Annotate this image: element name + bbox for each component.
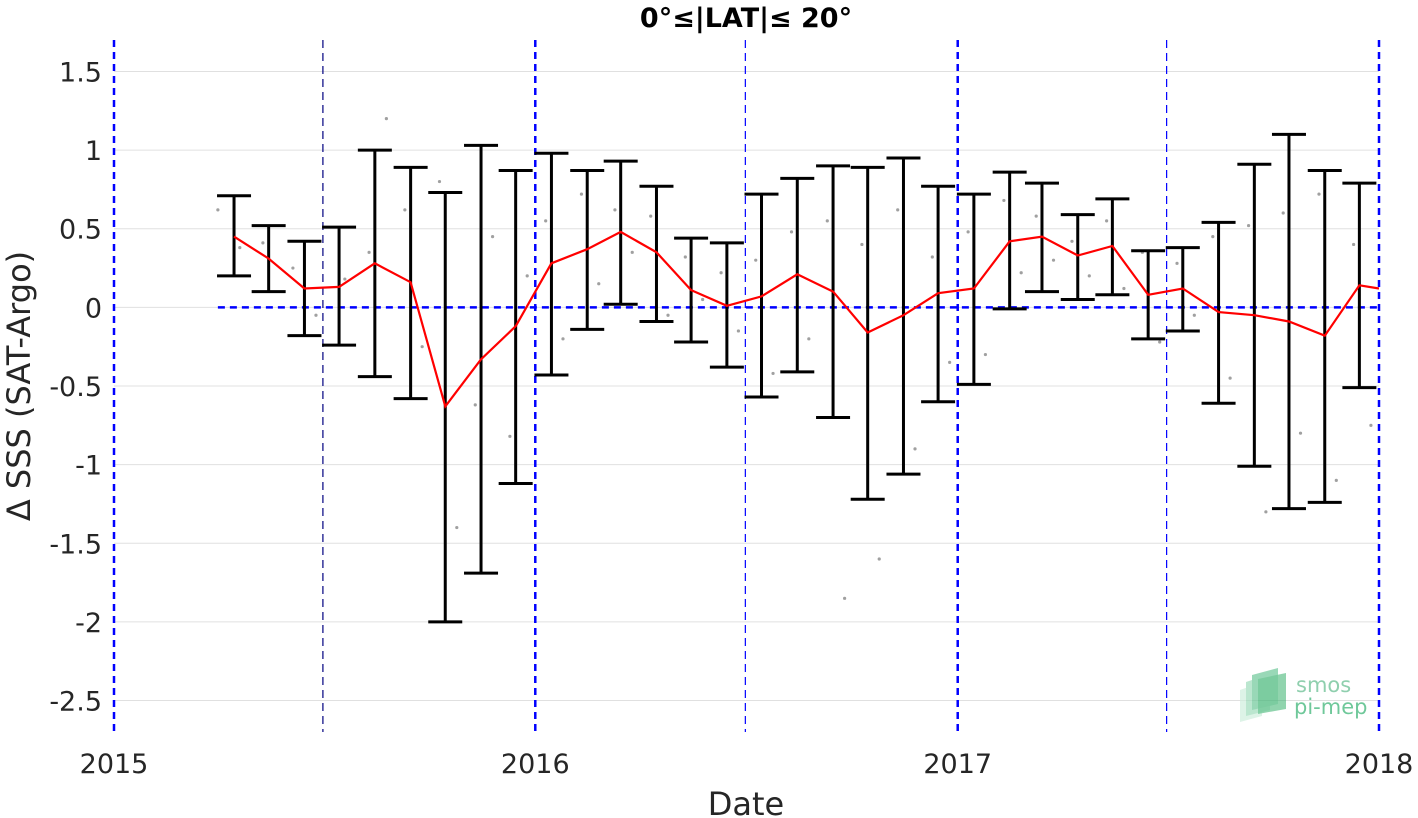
- scatter-point: [807, 337, 811, 341]
- scatter-point: [1246, 223, 1251, 228]
- scatter-point: [420, 345, 424, 349]
- scatter-point: [666, 313, 670, 317]
- scatter-point: [613, 208, 617, 212]
- x-tick-label: 2018: [1345, 749, 1414, 780]
- scatter-point: [1002, 198, 1006, 203]
- scatter-point: [1317, 192, 1321, 196]
- y-tick-label: 0: [85, 293, 102, 324]
- scatter-point: [736, 329, 741, 333]
- y-tick-label: 1: [85, 136, 102, 167]
- scatter-point: [473, 403, 477, 407]
- scatter-point: [1175, 261, 1179, 265]
- y-tick-label: 0.5: [59, 215, 102, 246]
- scatter-point: [508, 434, 512, 438]
- scatter-point: [789, 230, 794, 234]
- grid: [114, 70, 1379, 702]
- scatter-point: [455, 525, 459, 530]
- scatter-point: [683, 255, 687, 259]
- x-tick-labels: 2015 2016 2017 2018: [80, 749, 1414, 780]
- scatter-point: [597, 282, 601, 286]
- scatter-point: [238, 246, 242, 250]
- scatter-point: [860, 242, 864, 247]
- scatter-point: [384, 117, 388, 121]
- scatter-point: [1158, 340, 1162, 344]
- scatter-point: [1298, 431, 1303, 435]
- scatter-point: [367, 250, 371, 254]
- scatter-point: [216, 208, 220, 212]
- scatter-point: [343, 277, 347, 281]
- scatter-point: [261, 241, 265, 245]
- scatter-point: [1334, 478, 1338, 482]
- scatter-point: [771, 371, 775, 376]
- y-axis-label: Δ SSS (SAT-Argo): [0, 251, 38, 521]
- scatter-point: [1281, 211, 1285, 215]
- scatter-point: [754, 258, 758, 262]
- y-tick-label: -2.5: [49, 687, 102, 718]
- y-tick-label: -2: [75, 608, 102, 639]
- scatter-point: [1369, 423, 1373, 427]
- x-axis-label: Date: [708, 785, 784, 818]
- error-bar: [217, 194, 252, 278]
- smos-pi-mep-logo: smos pi-mep: [1240, 668, 1367, 722]
- scatter-cloud: [216, 117, 1373, 600]
- scatter-point: [948, 360, 952, 365]
- scatter-point: [966, 230, 970, 234]
- error-bar: [1060, 213, 1095, 301]
- y-tick-label: -0.5: [49, 372, 102, 403]
- logo-mark-icon: [1240, 668, 1286, 722]
- scatter-point: [291, 266, 295, 270]
- scatter-point: [630, 250, 634, 254]
- scatter-point: [490, 234, 495, 239]
- scatter-point: [1051, 258, 1056, 262]
- scatter-point: [1352, 242, 1356, 247]
- scatter-point: [1019, 271, 1023, 275]
- y-tick-label: -1.5: [49, 529, 102, 560]
- mean-line: [233, 230, 1380, 409]
- scatter-point: [896, 208, 900, 212]
- scatter-point: [719, 271, 723, 275]
- scatter-point: [1122, 286, 1126, 291]
- scatter-point: [525, 274, 529, 278]
- chart-title: 0°≤|LAT|≤ 20°: [640, 3, 852, 34]
- scatter-point: [314, 313, 318, 317]
- scatter-point: [913, 447, 917, 451]
- plot-area: 1.510.50-0.5-1-1.5-2-2.5 2015 2016 2017 201…: [49, 40, 1413, 780]
- scatter-point: [930, 255, 934, 259]
- scatter-point: [561, 337, 565, 341]
- scatter-point: [1228, 376, 1232, 380]
- scatter-point: [983, 352, 988, 357]
- x-tick-label: 2017: [923, 749, 992, 780]
- logo-text-pi-mep: pi-mep: [1294, 695, 1367, 719]
- scatter-point: [825, 219, 829, 223]
- scatter-point: [403, 208, 407, 212]
- scatter-point: [544, 219, 548, 223]
- scatter-point: [1034, 214, 1038, 218]
- y-tick-label: -1: [75, 451, 102, 482]
- scatter-point: [843, 596, 847, 600]
- scatter-point: [701, 297, 705, 302]
- scatter-point: [1211, 234, 1215, 239]
- y-tick-labels: 1.5 1 0.5 0 -0.5 -1 -1.5 -2 -2.5: [49, 57, 102, 717]
- scatter-point: [579, 192, 584, 196]
- scatter-point: [1070, 239, 1074, 243]
- y-tick-label: 1.5: [59, 57, 102, 88]
- scatter-point: [437, 179, 442, 184]
- x-tick-label: 2015: [80, 749, 149, 780]
- mean-series-line: [233, 230, 1380, 409]
- scatter-point: [877, 557, 881, 561]
- x-tick-label: 2016: [501, 749, 570, 780]
- scatter-point: [649, 214, 653, 218]
- scatter-point: [1087, 274, 1091, 278]
- scatter-point: [1105, 219, 1109, 223]
- scatter-point: [1192, 313, 1196, 317]
- scatter-point: [1264, 510, 1268, 514]
- logo-text-smos: smos: [1296, 673, 1351, 697]
